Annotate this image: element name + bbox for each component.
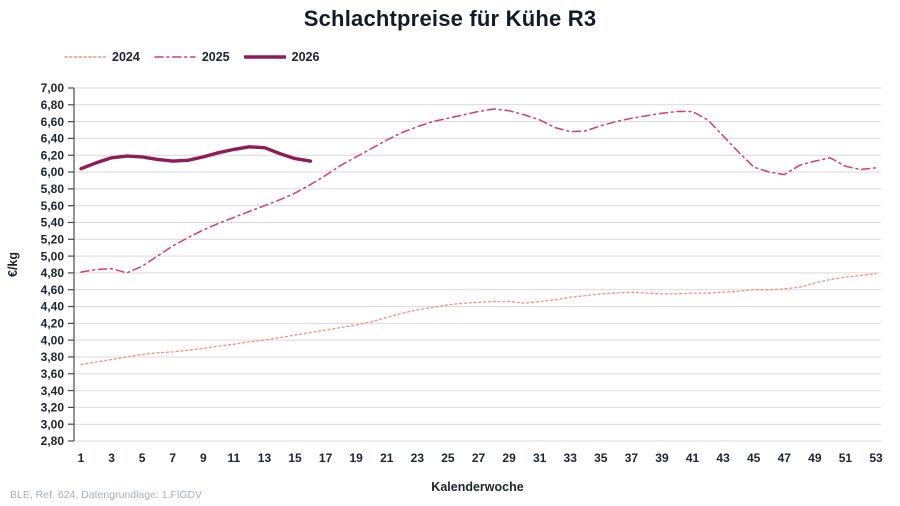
y-tick-label: 3,00 [41,417,65,431]
x-tick-label: 47 [778,451,792,465]
legend-label-2024: 2024 [112,50,140,64]
y-tick-label: 4,20 [41,317,65,331]
x-tick-label: 53 [869,451,883,465]
y-tick-label: 5,60 [41,199,65,213]
legend-line-sample-2026 [243,55,286,59]
y-axis-title: €/kg [6,252,20,277]
x-tick-label: 7 [169,451,176,465]
legend: 2024 2025 2026 [64,50,319,64]
x-tick-label: 23 [411,451,425,465]
y-tick-label: 3,80 [41,350,65,364]
y-tick-label: 4,40 [41,300,65,314]
y-tick-label: 4,80 [41,266,65,280]
x-tick-label: 5 [139,451,146,465]
y-tick-label: 7,00 [41,81,65,95]
y-tick-label: 3,20 [41,401,65,415]
x-tick-label: 27 [472,451,486,465]
x-axis-title: Kalenderwoche [431,480,523,494]
y-tick-label: 6,40 [41,132,65,146]
x-tick-label: 35 [594,451,608,465]
y-tick-label: 5,00 [41,249,65,263]
x-tick-label: 33 [564,451,578,465]
y-tick-label: 2,80 [41,434,65,448]
x-tick-label: 21 [380,451,394,465]
y-tick-label: 6,80 [41,98,65,112]
x-tick-label: 19 [350,451,364,465]
y-tick-label: 5,20 [41,232,65,246]
x-tick-label: 41 [686,451,700,465]
y-tick-label: 6,60 [41,115,65,129]
y-tick-label: 3,60 [41,367,65,381]
y-tick-label: 6,20 [41,148,65,162]
x-tick-label: 49 [808,451,822,465]
x-tick-label: 43 [716,451,730,465]
series-line-2025 [80,108,877,274]
x-tick-label: 15 [288,451,302,465]
y-tick-label: 3,40 [41,384,65,398]
y-tick-label: 5,80 [41,182,65,196]
x-tick-label: 29 [502,451,516,465]
y-tick-label: 4,60 [41,283,65,297]
y-tick-label: 6,00 [41,165,65,179]
x-tick-label: 37 [625,451,639,465]
x-tick-label: 31 [533,451,547,465]
legend-label-2026: 2026 [291,50,320,64]
x-tick-label: 13 [258,451,272,465]
legend-line-sample-2025 [154,56,196,58]
series-line-2026 [79,145,312,171]
x-tick-label: 3 [108,451,115,465]
x-tick-label: 51 [839,451,853,465]
x-tick-label: 17 [319,451,333,465]
legend-label-2025: 2025 [201,50,230,64]
legend-item-2025: 2025 [154,50,230,64]
x-tick-label: 25 [441,451,455,465]
legend-item-2026: 2026 [243,50,320,64]
x-tick-label: 11 [228,451,241,465]
x-tick-label: 45 [747,451,761,465]
y-tick-label: 4,00 [41,333,65,347]
legend-line-sample-2024 [64,56,106,58]
series-line-2024 [80,273,877,366]
chart-title: Schlachtpreise für Kühe R3 [303,6,597,31]
y-tick-label: 5,40 [41,216,65,230]
x-tick-label: 9 [200,451,207,465]
x-tick-label: 1 [78,451,85,465]
source-note: BLE, Ref. 624, Datengrundlage: 1.FlGDV [10,489,203,501]
legend-item-2024: 2024 [64,50,140,64]
x-tick-label: 39 [655,451,669,465]
